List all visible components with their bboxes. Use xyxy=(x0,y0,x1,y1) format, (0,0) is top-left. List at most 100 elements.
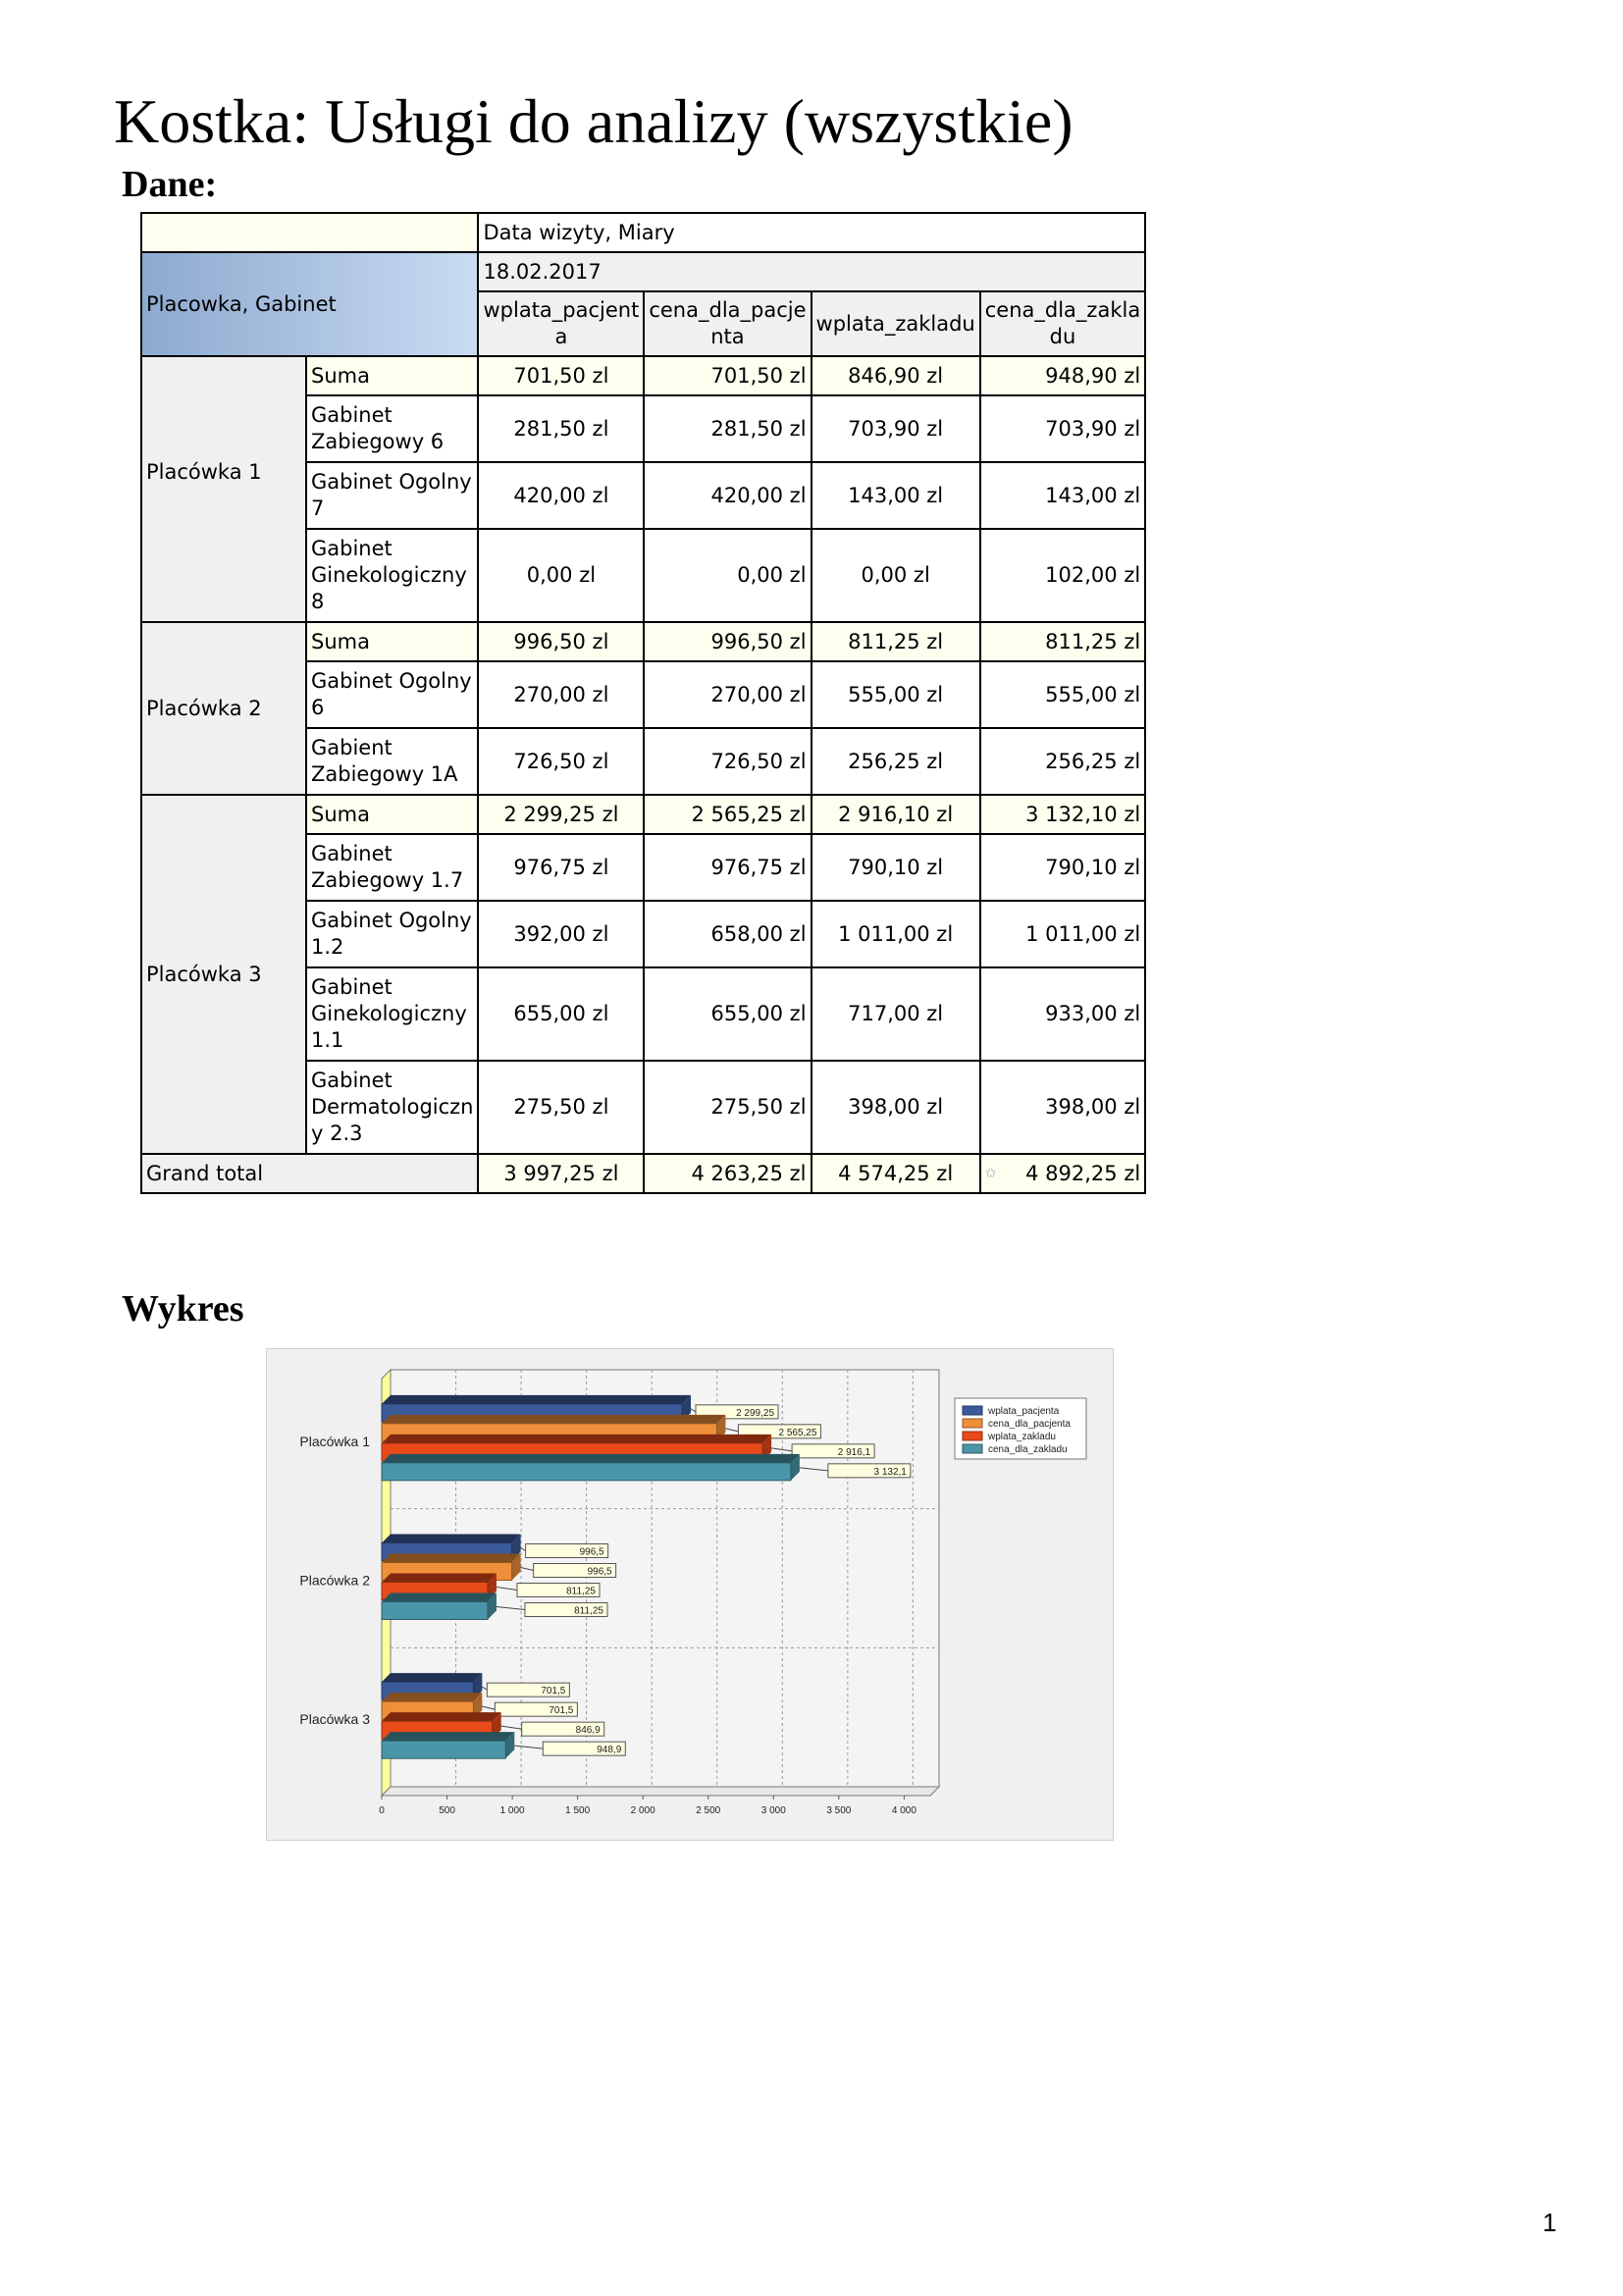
group-header-placowka-1[interactable]: Placówka 1 xyxy=(140,355,307,623)
bar-top xyxy=(382,1414,726,1424)
data-label: 3 132,1 xyxy=(873,1467,907,1478)
data-label: 2 916,1 xyxy=(838,1447,871,1458)
value-cell: 2 916,10 zl xyxy=(810,794,981,835)
value-cell: 0,00 zl xyxy=(643,528,812,623)
table-corner-cell xyxy=(139,212,480,253)
value-cell: 2 565,25 zl xyxy=(643,794,812,835)
section-heading-chart: Wykres xyxy=(122,1288,244,1330)
row-label: Gabinet Ginekologiczny 8 xyxy=(304,528,480,623)
row-label: Gabinet Ogolny 7 xyxy=(304,461,480,530)
legend-label: cena_dla_pacjenta xyxy=(988,1419,1071,1430)
chart-svg: 0 500 1 000 1 500 2 000 2 500 3 000 3 500 4 000 P… xyxy=(299,1368,1087,1816)
bar-top xyxy=(382,1534,521,1543)
row-label: Suma xyxy=(304,794,480,835)
value-cell: 275,50 zl xyxy=(477,1060,646,1155)
value-cell: 976,75 zl xyxy=(477,833,646,902)
data-label-leader xyxy=(482,1705,496,1710)
x-tick-label: 2 000 xyxy=(631,1805,655,1816)
value-cell: 392,00 zl xyxy=(477,900,646,968)
row-label: Gabinet Ginekologiczny 1.1 xyxy=(304,966,480,1062)
value-cell: 281,50 zl xyxy=(477,394,646,463)
data-label-box xyxy=(525,1543,609,1558)
bar-side xyxy=(790,1453,800,1481)
data-label: 701,5 xyxy=(541,1686,565,1696)
data-label-leader xyxy=(496,1606,526,1610)
page-title: Kostka: Usługi do analizy (wszystkie) xyxy=(114,86,1073,156)
value-cell: 948,90 zl xyxy=(978,355,1147,396)
measure-header[interactable]: wplata_pacjent a xyxy=(477,290,646,357)
measure-header[interactable]: wplata_zakladu xyxy=(810,290,981,357)
bar-side xyxy=(505,1732,515,1759)
data-label-leader xyxy=(690,1408,697,1413)
value-cell: 655,00 zl xyxy=(643,966,812,1062)
value-cell: 420,00 zl xyxy=(477,461,646,530)
measure-header[interactable]: cena_dla_zakla du xyxy=(978,290,1147,357)
grand-total-cell: 4 574,25 zl xyxy=(810,1153,981,1194)
grand-total-label: Grand total xyxy=(139,1153,480,1194)
x-tick-label: 2 500 xyxy=(696,1805,720,1816)
pivot-table: Data wizyty, Miary Placowka, Gabinet 18.… xyxy=(139,212,1147,1194)
value-cell: 2 299,25 zl xyxy=(477,794,646,835)
value-cell: 143,00 zl xyxy=(978,461,1147,530)
row-label: Gabinet Dermatologiczn y 2.3 xyxy=(304,1060,480,1155)
bar-side xyxy=(487,1592,497,1620)
x-tick-label: 4 000 xyxy=(892,1805,916,1816)
bar-top xyxy=(382,1573,497,1583)
grand-total-cell-last: ✩ 4 892,25 zl xyxy=(978,1153,1147,1194)
value-cell: 1 011,00 zl xyxy=(810,900,981,968)
column-dimension-header[interactable]: Data wizyty, Miary xyxy=(477,212,1147,253)
value-cell: 3 132,10 zl xyxy=(978,794,1147,835)
measure-header[interactable]: cena_dla_pacje nta xyxy=(643,290,812,357)
page-number: 1 xyxy=(1543,2208,1557,2237)
row-label: Gabinet Ogolny 6 xyxy=(304,660,480,729)
data-label-leader xyxy=(771,1447,793,1452)
data-label-leader xyxy=(520,1567,534,1571)
data-label-box xyxy=(524,1602,608,1617)
value-cell: 846,90 zl xyxy=(810,355,981,396)
value-cell: 933,00 zl xyxy=(978,966,1147,1062)
row-dimension-header[interactable]: Placowka, Gabinet xyxy=(139,251,480,357)
data-label: 811,25 xyxy=(574,1606,603,1617)
row-label: Suma xyxy=(304,355,480,396)
bar xyxy=(381,1462,792,1482)
data-label: 948,9 xyxy=(597,1745,621,1755)
legend-swatch xyxy=(962,1418,983,1429)
value-cell: 790,10 zl xyxy=(978,833,1147,902)
value-cell: 0,00 zl xyxy=(810,528,981,623)
bar-chart: 0 500 1 000 1 500 2 000 2 500 3 000 3 500 4 000 P… xyxy=(266,1348,1114,1841)
x-tick-label: 3 000 xyxy=(761,1805,786,1816)
value-cell: 270,00 zl xyxy=(643,660,812,729)
data-label-box xyxy=(542,1741,626,1756)
row-label: Suma xyxy=(304,621,480,662)
value-cell: 555,00 zl xyxy=(978,660,1147,729)
bar-top xyxy=(382,1453,800,1463)
value-cell: 143,00 zl xyxy=(810,461,981,530)
data-label-box xyxy=(521,1721,605,1737)
data-label-box xyxy=(494,1701,578,1717)
data-label-leader xyxy=(500,1725,522,1730)
value-cell: 0,00 zl xyxy=(477,528,646,623)
value-cell: 281,50 zl xyxy=(643,394,812,463)
value-cell: 703,90 zl xyxy=(978,394,1147,463)
value-cell: 701,50 zl xyxy=(477,355,646,396)
data-label: 701,5 xyxy=(549,1705,573,1716)
value-cell: 996,50 zl xyxy=(477,621,646,662)
group-header-placowka-2[interactable]: Placówka 2 xyxy=(140,621,307,796)
date-header[interactable]: 18.02.2017 xyxy=(477,251,1147,292)
bar-top xyxy=(382,1434,772,1443)
data-label: 811,25 xyxy=(566,1587,596,1597)
y-category-label: Placówka 2 xyxy=(299,1573,370,1589)
value-cell: 655,00 zl xyxy=(477,966,646,1062)
bar-top xyxy=(382,1673,483,1683)
row-label: Gabient Zabiegowy 1A xyxy=(304,727,480,796)
star-icon: ✩ xyxy=(984,1165,997,1181)
legend-swatch xyxy=(962,1443,983,1454)
value-cell: 976,75 zl xyxy=(643,833,812,902)
value-cell: 996,50 zl xyxy=(643,621,812,662)
legend-label: wplata_pacjenta xyxy=(987,1406,1060,1417)
group-header-placowka-3[interactable]: Placówka 3 xyxy=(140,794,307,1155)
value-cell: 555,00 zl xyxy=(810,660,981,729)
bar-top xyxy=(382,1592,497,1602)
data-label-box xyxy=(516,1583,601,1597)
bar-side xyxy=(511,1553,521,1581)
